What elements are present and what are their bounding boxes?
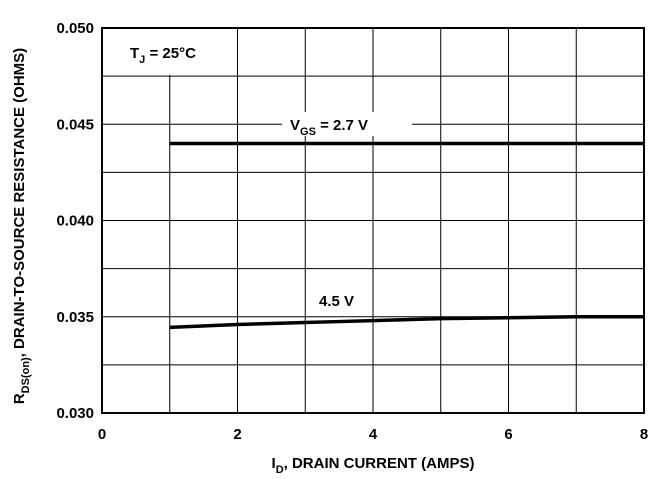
grid-lines: [102, 28, 644, 413]
series-label-4-5: 4.5 V: [319, 293, 354, 310]
x-axis-title: ID, DRAIN CURRENT (AMPS): [272, 455, 475, 476]
y-tick-label: 0.050: [56, 20, 94, 37]
y-tick-label: 0.030: [56, 405, 94, 422]
x-tick-label: 8: [640, 426, 648, 443]
series-lines: [169, 141, 644, 330]
plot-frame: [101, 27, 645, 414]
y-tick-label: 0.035: [56, 309, 94, 326]
series-label-vgs-2-7: VGS = 2.7 V: [290, 117, 368, 138]
y-axis-title: RDS(on), DRAIN-TO-SOURCE RESISTANCE (OHM…: [11, 48, 32, 404]
tick-labels: 0 2 4 6 8 0.030 0.035 0.040 0.045 0.050: [56, 20, 648, 443]
x-tick-label: 6: [504, 426, 512, 443]
condition-label: TJ = 25°C: [130, 45, 196, 66]
vgs-label-backdrop: [282, 112, 412, 136]
x-tick-label: 4: [369, 426, 378, 443]
x-tick-label: 2: [233, 426, 241, 443]
series-line-vgs-4-5: [169, 315, 644, 330]
x-tick-label: 0: [98, 426, 106, 443]
y-tick-label: 0.040: [56, 213, 94, 230]
condition-box: [103, 29, 227, 75]
y-tick-label: 0.045: [56, 116, 94, 133]
